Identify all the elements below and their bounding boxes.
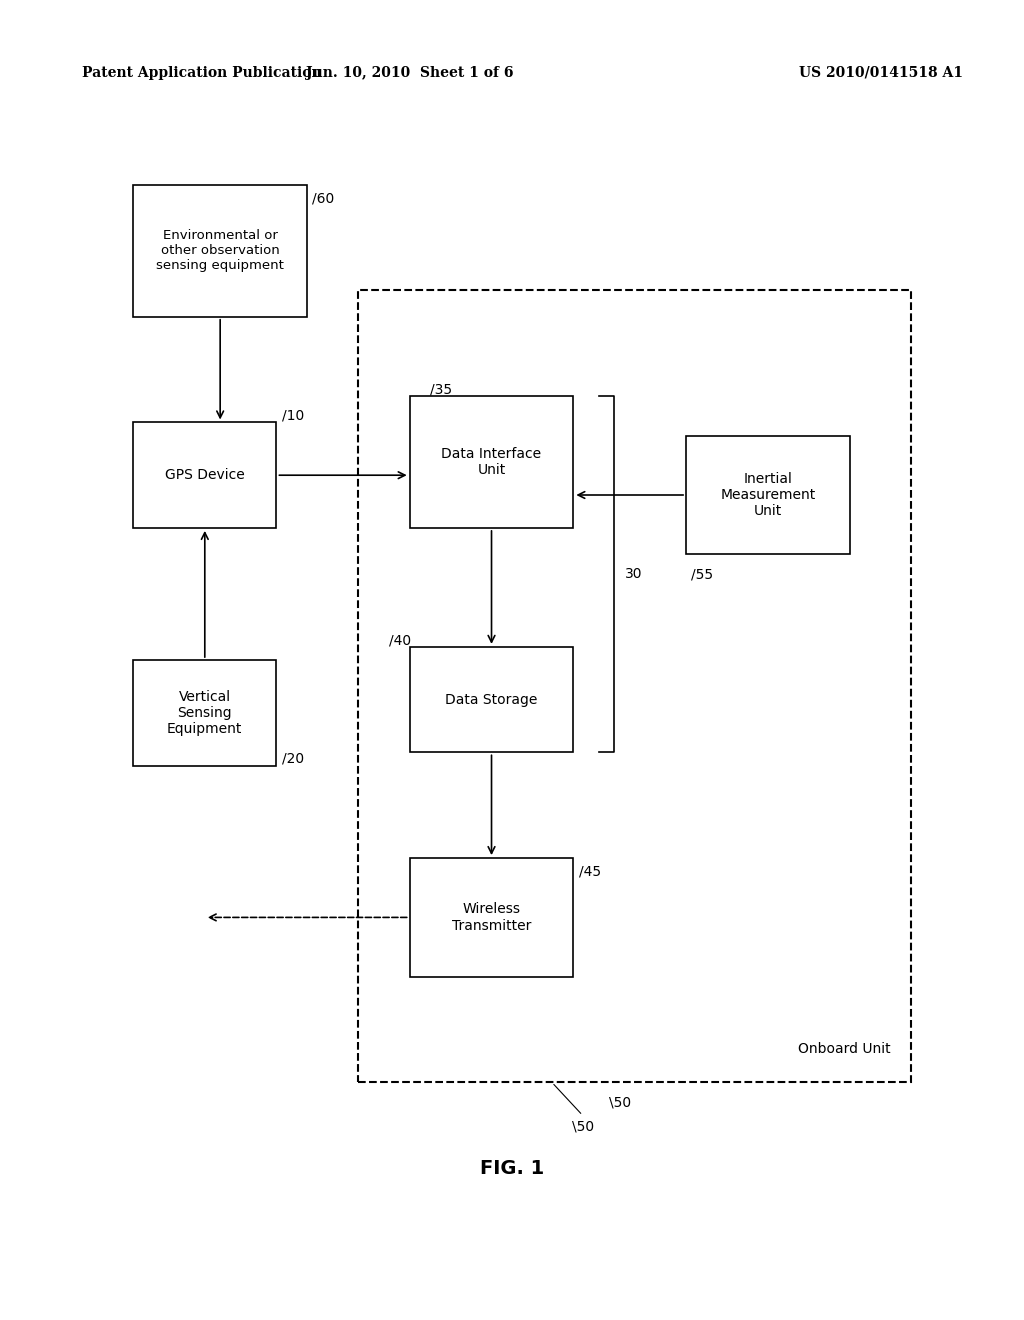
Text: /45: /45 bbox=[579, 865, 601, 878]
FancyBboxPatch shape bbox=[410, 647, 573, 752]
Text: Patent Application Publication: Patent Application Publication bbox=[82, 66, 322, 79]
Text: Jun. 10, 2010  Sheet 1 of 6: Jun. 10, 2010 Sheet 1 of 6 bbox=[306, 66, 513, 79]
Text: GPS Device: GPS Device bbox=[165, 469, 245, 482]
Text: FIG. 1: FIG. 1 bbox=[480, 1159, 544, 1177]
Text: /20: /20 bbox=[282, 752, 304, 766]
Text: /10: /10 bbox=[282, 409, 304, 422]
Text: 30: 30 bbox=[625, 568, 642, 581]
Text: Onboard Unit: Onboard Unit bbox=[799, 1041, 891, 1056]
FancyBboxPatch shape bbox=[410, 396, 573, 528]
Text: /35: /35 bbox=[430, 383, 453, 396]
Text: US 2010/0141518 A1: US 2010/0141518 A1 bbox=[799, 66, 963, 79]
Text: /40: /40 bbox=[389, 634, 412, 647]
FancyBboxPatch shape bbox=[410, 858, 573, 977]
Text: Wireless
Transmitter: Wireless Transmitter bbox=[452, 903, 531, 932]
FancyBboxPatch shape bbox=[133, 185, 307, 317]
Text: \50: \50 bbox=[572, 1119, 595, 1134]
Text: Data Storage: Data Storage bbox=[445, 693, 538, 706]
Text: Vertical
Sensing
Equipment: Vertical Sensing Equipment bbox=[167, 689, 243, 737]
Text: /60: /60 bbox=[312, 191, 335, 205]
FancyBboxPatch shape bbox=[133, 422, 276, 528]
Text: /55: /55 bbox=[691, 568, 714, 581]
Text: Environmental or
other observation
sensing equipment: Environmental or other observation sensi… bbox=[157, 230, 284, 272]
Text: Inertial
Measurement
Unit: Inertial Measurement Unit bbox=[720, 471, 816, 519]
FancyBboxPatch shape bbox=[686, 436, 850, 554]
Text: Data Interface
Unit: Data Interface Unit bbox=[441, 447, 542, 477]
FancyBboxPatch shape bbox=[133, 660, 276, 766]
Text: \50: \50 bbox=[609, 1096, 632, 1110]
